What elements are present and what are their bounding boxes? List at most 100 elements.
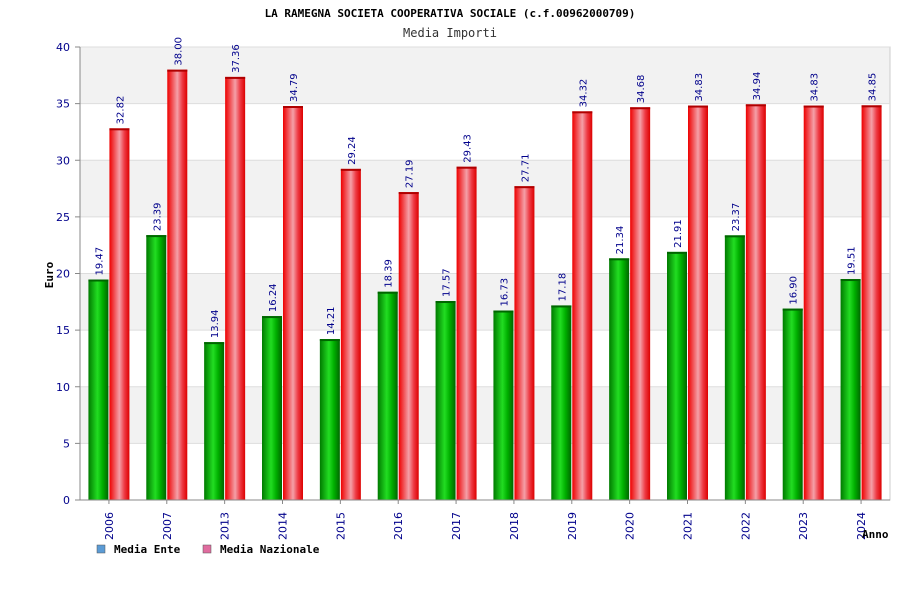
series-nazionale-bar-cap <box>109 128 130 131</box>
legend-label: Media Nazionale <box>220 543 320 556</box>
series-ente-bar <box>377 291 398 500</box>
series-nazionale-bar <box>745 104 766 500</box>
plot-band <box>80 160 890 217</box>
series-ente-bar-cap <box>782 308 803 311</box>
y-tick-label: 40 <box>56 41 70 54</box>
series-nazionale-bar-cap <box>167 69 188 72</box>
series-ente-bar <box>204 342 225 500</box>
series-ente-bar-cap <box>493 310 514 313</box>
series-nazionale-bar <box>630 107 651 501</box>
series-nazionale-bar <box>514 186 535 500</box>
series-ente-bar <box>840 279 861 500</box>
series-nazionale-label: 37.36 <box>231 44 242 73</box>
series-ente-label: 17.18 <box>557 273 568 302</box>
series-nazionale-label: 27.19 <box>405 159 416 188</box>
y-tick-label: 10 <box>56 381 70 394</box>
y-tick-label: 30 <box>56 154 70 167</box>
bars <box>88 69 882 501</box>
series-nazionale-label: 38.00 <box>173 37 184 66</box>
x-tick-label: 2014 <box>277 512 290 540</box>
y-tick-label: 20 <box>56 268 70 281</box>
series-nazionale-bar-cap <box>514 186 535 189</box>
series-ente-label: 16.90 <box>789 276 800 305</box>
series-nazionale-bar-cap <box>630 107 651 110</box>
series-ente-bar <box>551 305 572 500</box>
plot-band <box>80 273 890 331</box>
series-ente-bar-cap <box>319 339 340 342</box>
series-ente-label: 21.91 <box>673 219 684 248</box>
legend-swatch <box>96 544 106 554</box>
chart-title: LA RAMEGNA SOCIETA COOPERATIVA SOCIALE (… <box>265 7 636 20</box>
series-nazionale-bar-cap <box>398 192 419 195</box>
series-ente-label: 19.51 <box>847 246 858 275</box>
legend-label: Media Ente <box>114 543 181 556</box>
series-ente-label: 16.24 <box>268 283 279 312</box>
series-ente-bar-cap <box>435 301 456 304</box>
plot-band <box>80 47 890 104</box>
x-tick-label: 2020 <box>624 512 637 540</box>
series-nazionale-label: 34.68 <box>636 75 647 104</box>
series-nazionale-label: 29.24 <box>347 136 358 165</box>
series-ente-bar-cap <box>667 251 687 254</box>
series-ente-bar-cap <box>88 279 109 282</box>
y-tick-label: 0 <box>63 494 70 507</box>
series-ente-bar-cap <box>609 258 630 261</box>
series-nazionale-bar <box>861 105 882 500</box>
series-nazionale-bar-cap <box>225 76 246 79</box>
series-nazionale-label: 34.83 <box>694 73 705 102</box>
series-nazionale-label: 34.94 <box>752 72 763 101</box>
y-tick-label: 15 <box>56 324 70 337</box>
x-tick-label: 2024 <box>855 512 868 540</box>
legend-item-media-nazionale: Media Nazionale <box>202 543 320 556</box>
series-ente-label: 17.57 <box>442 268 453 297</box>
x-tick-label: 2007 <box>161 512 174 540</box>
series-nazionale-bar <box>109 128 130 500</box>
series-ente-bar <box>319 339 340 500</box>
series-ente-bar-cap <box>377 291 398 294</box>
series-nazionale-bar <box>167 69 188 501</box>
series-ente-bar-cap <box>551 305 572 308</box>
y-tick-label: 25 <box>56 211 70 224</box>
series-ente-bar <box>493 310 514 500</box>
series-nazionale-bar <box>340 168 361 500</box>
series-nazionale-bar-cap <box>340 168 361 171</box>
series-nazionale-label: 34.32 <box>578 79 589 108</box>
data-labels: 19.47 32.82 23.39 38.00 13.94 37.36 16.24 34.79… <box>94 37 878 338</box>
series-nazionale-label: 29.43 <box>463 134 474 163</box>
series-ente-bar <box>435 301 456 500</box>
y-tick-label: 35 <box>56 98 70 111</box>
x-tick-label: 2006 <box>103 512 116 540</box>
chart-subtitle: Media Importi <box>403 26 497 40</box>
legend-swatch <box>202 544 212 554</box>
series-nazionale-bar <box>225 76 246 500</box>
series-nazionale-bar <box>572 111 593 501</box>
series-ente-label: 14.21 <box>326 306 337 335</box>
series-ente-label: 13.94 <box>210 309 221 338</box>
series-nazionale-bar <box>456 166 477 500</box>
series-nazionale-bar-cap <box>861 105 882 108</box>
x-tick-label: 2018 <box>508 512 521 540</box>
series-nazionale-bar <box>803 105 824 501</box>
plot-band <box>80 386 890 444</box>
y-axis-ticks: 0 5 10 15 20 25 30 35 40 <box>56 41 81 507</box>
series-nazionale-bar-cap <box>283 106 303 109</box>
series-nazionale-bar-cap <box>688 105 708 108</box>
series-nazionale-label: 27.71 <box>520 154 531 183</box>
series-ente-label: 23.39 <box>152 202 163 231</box>
series-nazionale-label: 34.85 <box>868 73 879 102</box>
x-tick-label: 2016 <box>392 512 405 540</box>
series-nazionale-bar-cap <box>745 104 766 107</box>
series-nazionale-bar <box>688 105 708 501</box>
x-tick-label: 2021 <box>682 512 695 540</box>
series-nazionale-bar <box>283 106 303 501</box>
series-ente-bar <box>88 279 109 500</box>
series-nazionale-bar-cap <box>456 166 477 169</box>
series-ente-label: 19.47 <box>94 247 105 276</box>
y-tick-label: 5 <box>63 437 70 450</box>
series-ente-bar-cap <box>724 235 745 238</box>
series-ente-bar <box>724 235 745 500</box>
series-ente-label: 18.39 <box>384 259 395 288</box>
x-tick-label: 2019 <box>566 512 579 540</box>
plot-band <box>80 216 890 274</box>
